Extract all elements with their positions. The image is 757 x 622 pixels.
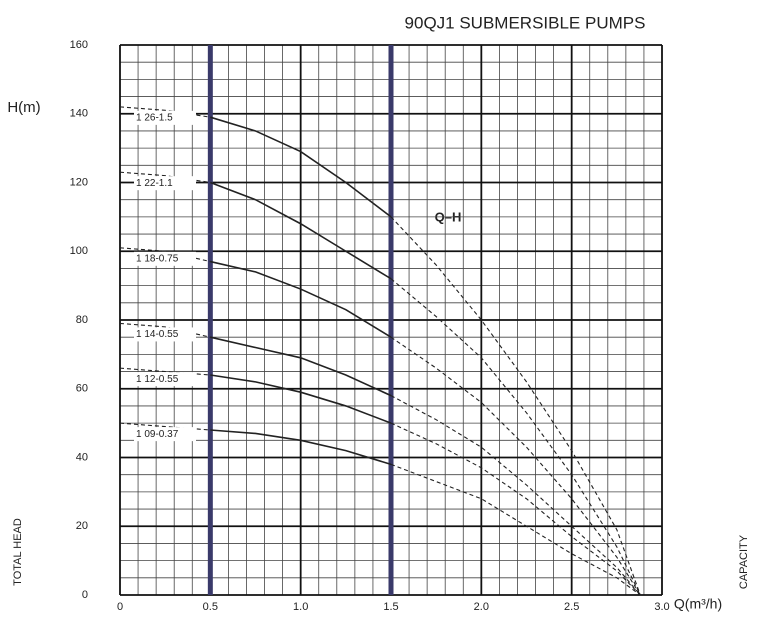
x-tick-label: 3.0 <box>654 601 669 613</box>
legend-bg <box>134 251 196 266</box>
legend-bg <box>134 327 196 342</box>
series-line-extension <box>119 422 211 431</box>
legend-bg <box>134 427 196 442</box>
series-line <box>210 336 392 397</box>
series-line-extension <box>390 216 641 596</box>
series-label: 1 22-1.1 <box>136 178 173 189</box>
series-line <box>210 429 392 466</box>
y-axis-label: H(m) <box>7 99 40 116</box>
y-tick-label: 40 <box>76 451 88 463</box>
series-line-extension <box>119 171 211 184</box>
y-tick-label: 140 <box>70 108 88 120</box>
x-tick-label: 0 <box>117 601 123 613</box>
x-side-label: CAPACITY <box>738 534 750 589</box>
series-line-extension <box>390 336 641 596</box>
series-line-extension <box>390 463 641 596</box>
y-tick-label: 0 <box>82 589 88 601</box>
series-line <box>210 181 392 280</box>
series-line-extension <box>390 278 641 596</box>
series-label: 1 18-0.75 <box>136 253 179 264</box>
series-line-extension <box>119 106 211 118</box>
x-tick-label: 2.5 <box>564 601 579 613</box>
series-line-extension <box>390 422 641 596</box>
series-line <box>210 260 392 338</box>
legend-bg <box>134 110 196 125</box>
series-line-extension <box>119 322 211 338</box>
series-label: 1 26-1.5 <box>136 113 173 124</box>
series-label: 1 14-0.55 <box>136 329 179 340</box>
series-line-extension <box>119 367 211 376</box>
legend-bg <box>134 372 196 387</box>
y-tick-label: 80 <box>76 314 88 326</box>
y-tick-label: 60 <box>76 383 88 395</box>
series-line-extension <box>390 395 641 596</box>
series-label: 1 12-0.55 <box>136 374 179 385</box>
chart-title: 90QJ1 SUBMERSIBLE PUMPS <box>405 13 646 32</box>
x-tick-label: 0.5 <box>203 601 218 613</box>
y-side-label: TOTAL HEAD <box>12 518 24 586</box>
y-tick-label: 120 <box>70 176 88 188</box>
y-tick-label: 100 <box>70 245 88 257</box>
series-line-extension <box>119 247 211 263</box>
y-tick-label: 20 <box>76 520 88 532</box>
x-axis-label: Q(m³/h) <box>674 596 722 612</box>
x-tick-label: 1.0 <box>293 601 308 613</box>
legend-bg <box>134 176 196 191</box>
y-tick-label: 160 <box>70 39 88 51</box>
series-line <box>210 374 392 424</box>
series-line <box>210 116 392 218</box>
series-label: 1 09-0.37 <box>136 429 179 440</box>
x-tick-label: 2.0 <box>474 601 489 613</box>
x-tick-label: 1.5 <box>383 601 398 613</box>
